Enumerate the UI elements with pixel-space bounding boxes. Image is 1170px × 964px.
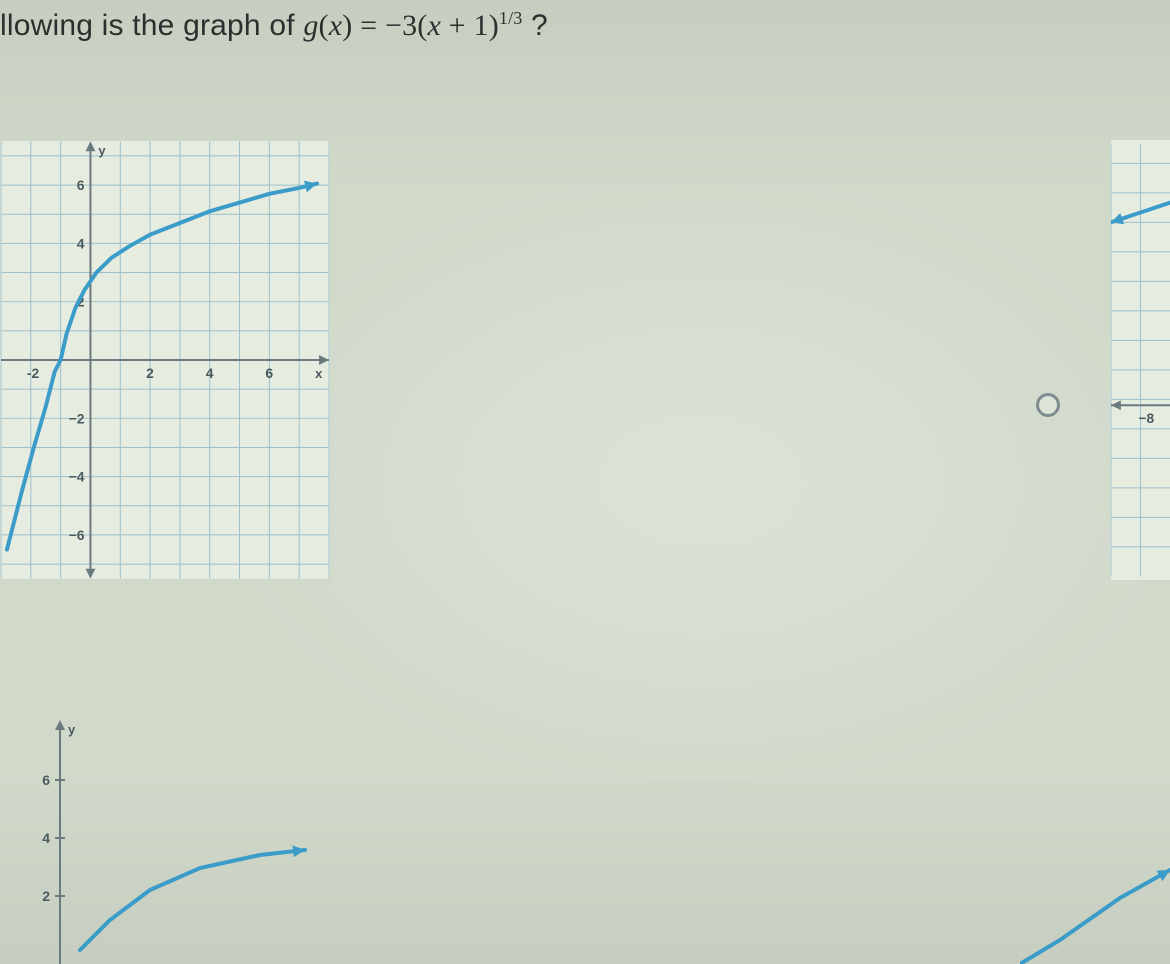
y-axis-down-arrow-icon <box>85 569 95 579</box>
question-func-arg: x <box>329 9 343 42</box>
question-func-name: g <box>303 9 318 42</box>
chart-c-svg: 6 4 2 y <box>0 720 330 964</box>
svg-text:6: 6 <box>77 177 85 193</box>
question-rhs-var: x <box>427 9 441 42</box>
svg-text:2: 2 <box>146 365 154 381</box>
chart-c-curve <box>80 850 305 950</box>
chart-option-b-fragment[interactable]: −8 <box>1110 140 1170 580</box>
chart-option-d-fragment[interactable] <box>1020 820 1170 964</box>
question-rhs-prefix: = −3( <box>352 9 427 42</box>
chart-d-curve <box>1020 870 1170 964</box>
chart-c-y-label: y <box>68 722 76 737</box>
question-prefix: llowing is the graph of <box>0 9 303 42</box>
chart-b-arrow <box>1111 213 1124 224</box>
chart-option-a[interactable]: -2246−6−4−2246 y x <box>0 140 330 580</box>
chart-a-y-label: y <box>98 143 106 158</box>
option-b-radio[interactable] <box>1036 393 1060 417</box>
svg-text:−2: −2 <box>69 410 85 426</box>
chart-option-c-fragment[interactable]: 6 4 2 y <box>0 720 330 964</box>
chart-b-xaxis-arrow-icon <box>1111 400 1121 410</box>
chart-b-grid <box>1111 144 1170 577</box>
chart-a-svg: -2246−6−4−2246 y x <box>1 141 329 579</box>
question-exponent: 1/3 <box>499 8 523 28</box>
x-axis-arrow-icon <box>319 355 329 365</box>
chart-a-x-label: x <box>315 366 323 381</box>
svg-text:6: 6 <box>265 365 273 381</box>
chart-d-svg <box>1020 820 1170 964</box>
open-paren: ( <box>319 9 329 42</box>
question-text: llowing is the graph of g(x) = −3(x + 1)… <box>0 8 548 43</box>
svg-text:2: 2 <box>42 888 50 904</box>
chart-c-ticks: 6 4 2 <box>42 772 65 904</box>
chart-c-y-arrow-icon <box>55 720 65 730</box>
svg-text:4: 4 <box>206 365 214 381</box>
svg-text:-2: -2 <box>27 365 40 381</box>
chart-b-svg: −8 <box>1111 140 1170 580</box>
chart-a-axes <box>1 145 329 574</box>
svg-text:−6: −6 <box>69 527 85 543</box>
svg-text:−4: −4 <box>69 469 85 485</box>
question-suffix: ? <box>523 9 548 42</box>
question-rhs-mid: + 1) <box>441 9 499 42</box>
chart-b-tick-label: −8 <box>1139 411 1155 426</box>
svg-text:6: 6 <box>42 772 50 788</box>
svg-text:4: 4 <box>77 235 85 251</box>
y-axis-arrow-icon <box>85 141 95 151</box>
close-paren: ) <box>342 9 352 42</box>
svg-text:4: 4 <box>42 830 50 846</box>
